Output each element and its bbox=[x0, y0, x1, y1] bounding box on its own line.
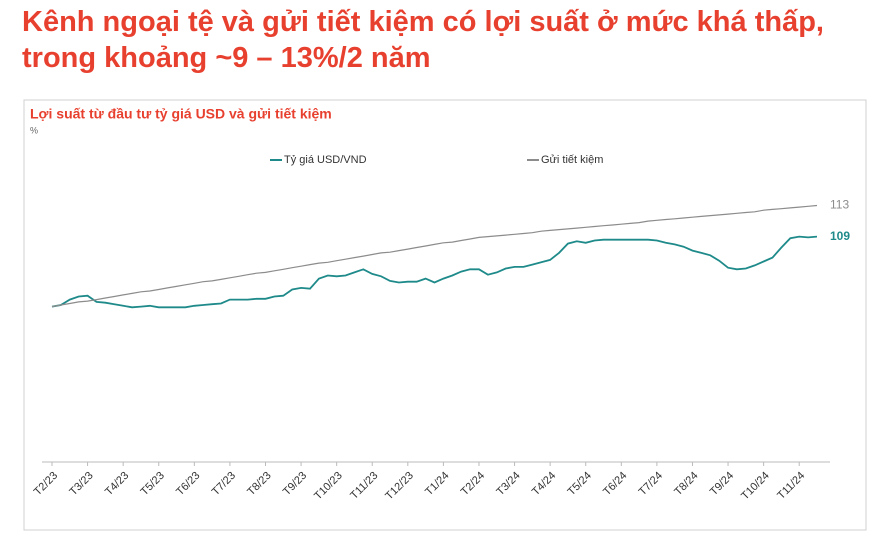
x-tick-label: T12/23 bbox=[383, 470, 416, 503]
x-tick-label: T11/24 bbox=[775, 470, 807, 502]
end-label: 109 bbox=[830, 229, 850, 243]
x-tick-label: T4/23 bbox=[103, 470, 131, 498]
x-tick-label: T6/23 bbox=[174, 470, 202, 498]
y-axis-label: % bbox=[30, 125, 38, 135]
x-tick-label: T3/24 bbox=[494, 470, 522, 498]
x-tick-label: T8/23 bbox=[245, 470, 273, 498]
chart-title: Lợi suất từ đầu tư tỷ giá USD và gửi tiế… bbox=[30, 106, 332, 122]
line-series bbox=[51, 235, 818, 309]
line-series bbox=[51, 204, 818, 308]
x-tick-label: T3/23 bbox=[67, 470, 95, 498]
x-tick-label: T5/23 bbox=[139, 470, 167, 498]
x-tick-label: T4/24 bbox=[530, 470, 558, 498]
x-tick-label: T9/23 bbox=[281, 470, 309, 498]
x-tick-label: T9/24 bbox=[708, 470, 736, 498]
x-tick-label: T11/23 bbox=[348, 470, 380, 502]
x-tick-label: T7/23 bbox=[210, 470, 238, 498]
chart-frame bbox=[23, 99, 867, 531]
x-tick-label: T6/24 bbox=[601, 470, 629, 498]
page-title: Kênh ngoại tệ và gửi tiết kiệm có lợi su… bbox=[22, 6, 824, 74]
end-label: 113 bbox=[830, 198, 849, 212]
x-tick-label: T5/24 bbox=[566, 470, 594, 498]
x-tick-label: T10/23 bbox=[312, 470, 345, 503]
legend-label: Tỷ giá USD/VND bbox=[284, 154, 367, 166]
x-tick-label: T2/23 bbox=[32, 470, 60, 498]
x-tick-label: T7/24 bbox=[637, 470, 665, 498]
x-tick-label: T1/24 bbox=[423, 470, 451, 498]
x-tick-label: T2/24 bbox=[459, 470, 487, 498]
x-tick-label: T8/24 bbox=[672, 470, 700, 498]
x-tick-label: T10/24 bbox=[739, 470, 772, 503]
legend-label: Gửi tiết kiệm bbox=[541, 154, 603, 166]
